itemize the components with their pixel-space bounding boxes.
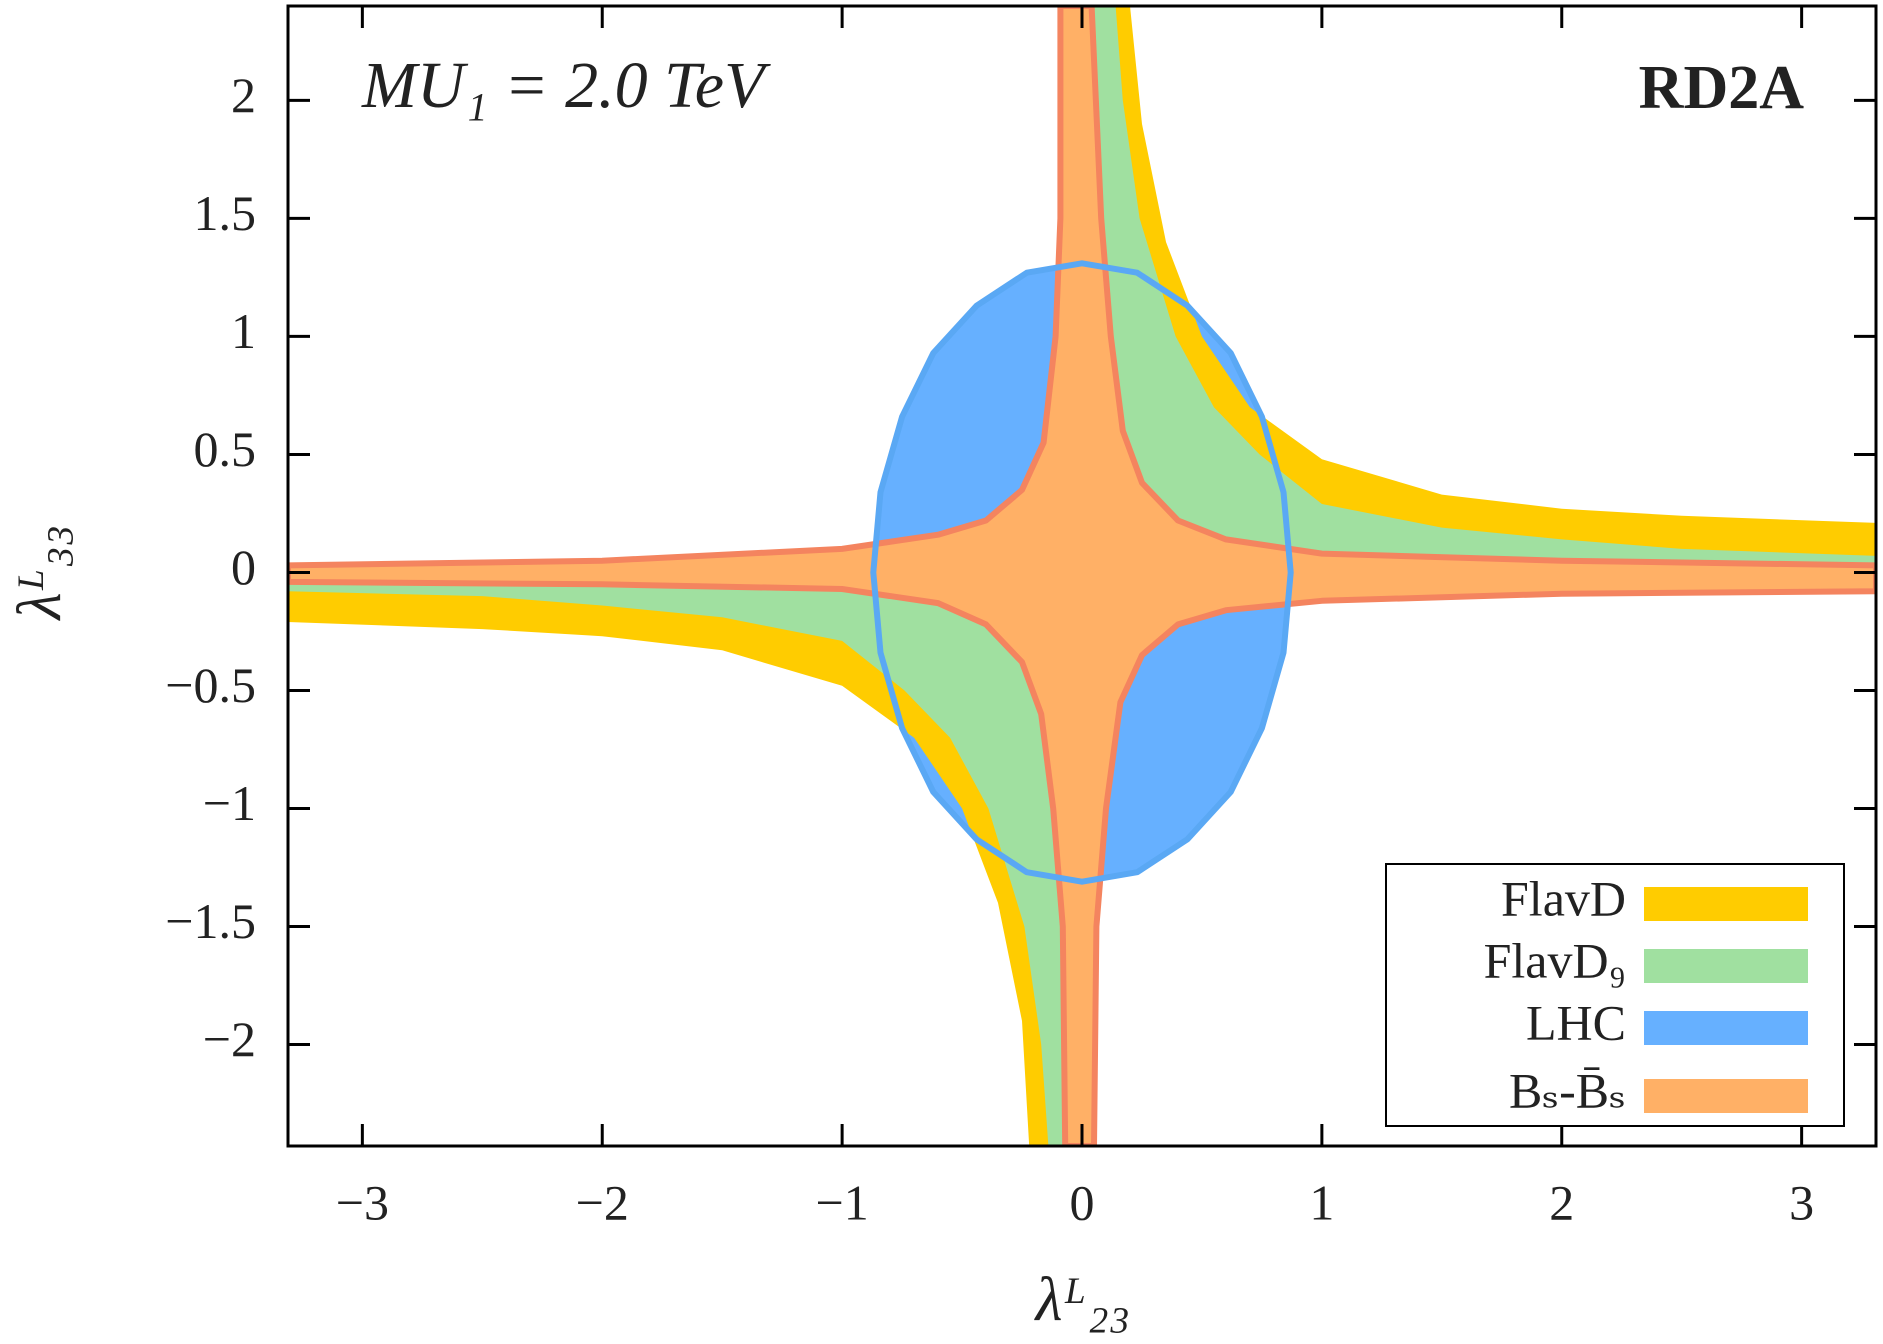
x-tick-label: 2 <box>1549 1174 1574 1230</box>
y-tick-label: −1.5 <box>165 893 256 949</box>
y-tick-label: 2 <box>231 67 256 123</box>
region <box>288 6 1876 1146</box>
legend-swatch <box>1644 1079 1808 1113</box>
panel-label: RD2A <box>1639 54 1805 122</box>
x-axis-label: λᴸ₂₃ <box>1034 1266 1131 1334</box>
y-tick-label: 1 <box>231 303 256 359</box>
region-edge <box>870 260 1294 885</box>
legend-swatch <box>1644 1011 1808 1045</box>
y-tick-label: −1 <box>203 775 256 831</box>
legend-swatch <box>1644 949 1808 983</box>
plot-regions <box>288 6 1876 1146</box>
x-tick-label: −2 <box>576 1174 629 1230</box>
annotation: MU₁ = 2.0 TeV <box>361 49 771 122</box>
y-tick-label: −0.5 <box>165 657 256 713</box>
y-tick-label: 1.5 <box>194 185 257 241</box>
x-tick-label: 3 <box>1789 1174 1814 1230</box>
x-tick-label: −3 <box>336 1174 389 1230</box>
y-axis-label: λᴸ₃₃ <box>6 525 74 622</box>
axes: −3 −2 −1 0 1 2 3 −2 −1.5 −1 −0.5 0 0.5 1 1.5 2 <box>165 4 1878 1230</box>
x-tick-label: 0 <box>1070 1174 1095 1230</box>
legend-label: LHC <box>1526 994 1626 1050</box>
legend: FlavD FlavD₉ LHC Bₛ-B̄ₛ <box>1385 863 1845 1127</box>
y-tick-label: 0.5 <box>194 421 257 477</box>
y-tick-label: 0 <box>231 539 256 595</box>
legend-label: Bₛ-B̄ₛ <box>1509 1062 1626 1118</box>
region <box>288 572 1082 1146</box>
x-tick-label: 1 <box>1309 1174 1334 1230</box>
legend-label: FlavD <box>1501 870 1626 926</box>
y-tick-label: −2 <box>203 1011 256 1067</box>
legend-swatch <box>1644 887 1808 921</box>
legend-label: FlavD₉ <box>1484 932 1626 988</box>
x-tick-label: −1 <box>816 1174 869 1230</box>
region <box>1082 6 1876 573</box>
